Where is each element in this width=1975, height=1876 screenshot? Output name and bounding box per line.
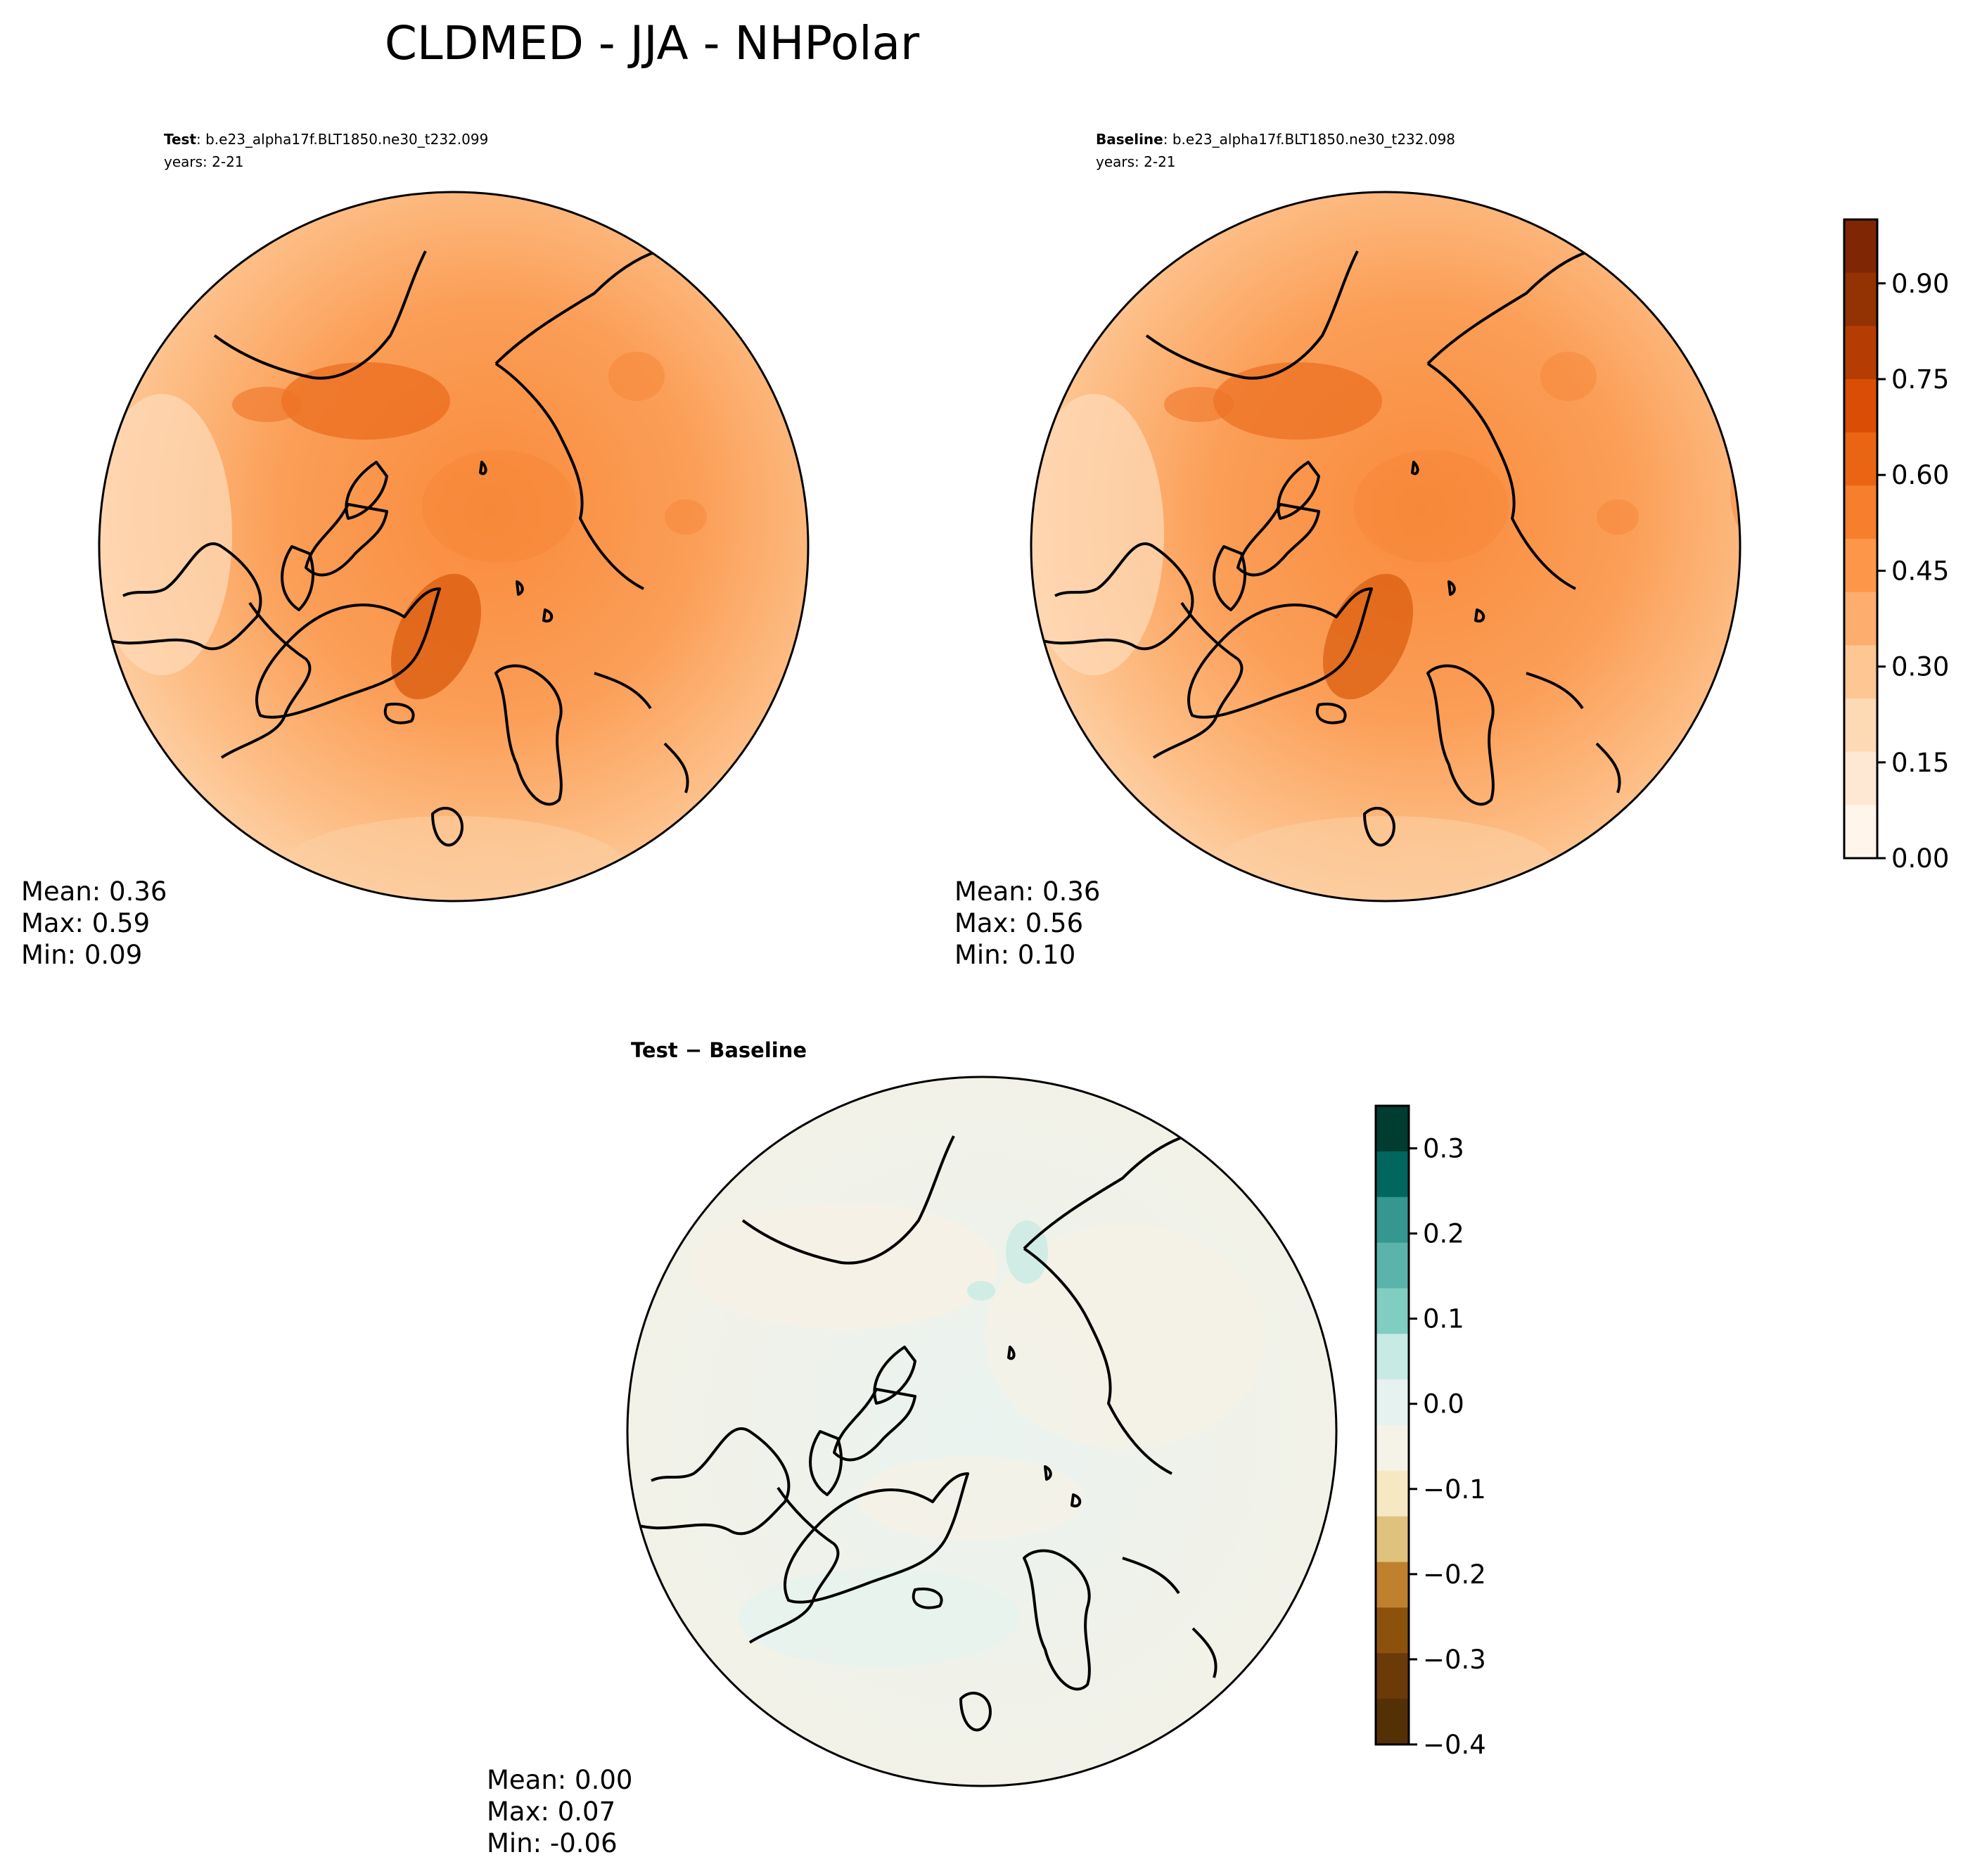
- main-colorbar: 0.00 0.15 0.30 0.45 0.60 0.75 0.90: [1843, 218, 1949, 874]
- test-map-boundary: [98, 191, 810, 902]
- difference-label: Test − Baseline: [631, 1038, 807, 1062]
- difference-colorbar-swatch: [1376, 1562, 1409, 1609]
- difference-panel: Test − Baseline Mean: 0.00 Max: 0.07 Min…: [487, 1038, 1338, 1858]
- baseline-case-name: : b.e23_alpha17f.BLT1850.ne30_t232.098: [1163, 131, 1455, 148]
- figure-title: CLDMED - JJA - NHPolar: [385, 16, 920, 70]
- test-mean: Mean: 0.36: [21, 876, 167, 907]
- test-label: Test: [164, 131, 196, 148]
- test-header: Test: b.e23_alpha17f.BLT1850.ne30_t232.0…: [164, 131, 488, 148]
- main-colorbar-swatch: [1844, 326, 1877, 380]
- difference-colorbar-swatch: [1376, 1425, 1409, 1472]
- difference-colorbar-tick-label: −0.2: [1423, 1559, 1486, 1590]
- difference-colorbar-swatch: [1376, 1699, 1409, 1745]
- main-colorbar-swatch: [1844, 379, 1877, 433]
- difference-mean: Mean: 0.00: [487, 1765, 632, 1795]
- difference-colorbar-swatch: [1376, 1607, 1409, 1654]
- baseline-years: years: 2-21: [1096, 153, 1176, 170]
- main-colorbar-tick-label: 0.30: [1891, 652, 1949, 682]
- test-map: [99, 192, 808, 901]
- difference-colorbar-swatch: [1376, 1151, 1409, 1198]
- difference-map-boundary: [626, 1076, 1338, 1787]
- main-colorbar-tick-label: 0.15: [1891, 748, 1949, 778]
- main-colorbar-swatch: [1844, 219, 1877, 274]
- difference-colorbar-swatch: [1376, 1334, 1409, 1380]
- difference-colorbar-swatch: [1376, 1516, 1409, 1563]
- difference-colorbar-swatch: [1376, 1653, 1409, 1699]
- difference-colorbar-swatch: [1376, 1106, 1409, 1152]
- difference-colorbar-swatch: [1376, 1242, 1409, 1289]
- difference-min: Min: -0.06: [487, 1828, 618, 1858]
- difference-colorbar-swatch: [1376, 1379, 1409, 1426]
- difference-max: Max: 0.07: [487, 1797, 615, 1827]
- baseline-header: Baseline: b.e23_alpha17f.BLT1850.ne30_t2…: [1096, 131, 1455, 148]
- main-colorbar-tick-label: 0.00: [1891, 843, 1949, 874]
- baseline-mean: Mean: 0.36: [954, 876, 1100, 907]
- main-colorbar-tick-label: 0.45: [1891, 556, 1949, 586]
- test-panel: Test: b.e23_alpha17f.BLT1850.ne30_t232.0…: [21, 131, 810, 970]
- test-max: Max: 0.59: [21, 908, 150, 938]
- difference-colorbar-tick-label: 0.1: [1423, 1304, 1464, 1334]
- baseline-min: Min: 0.10: [954, 940, 1075, 970]
- baseline-map-boundary: [1030, 191, 1741, 902]
- main-colorbar-swatch: [1844, 272, 1877, 326]
- test-case-name: : b.e23_alpha17f.BLT1850.ne30_t232.099: [196, 131, 488, 148]
- main-colorbar-swatch: [1844, 539, 1877, 593]
- baseline-max: Max: 0.56: [954, 908, 1083, 938]
- main-colorbar-swatch: [1844, 698, 1877, 753]
- main-colorbar-swatch: [1844, 592, 1877, 646]
- main-colorbar-tick-label: 0.60: [1891, 460, 1949, 490]
- difference-colorbar-swatch: [1376, 1197, 1409, 1244]
- baseline-label: Baseline: [1096, 131, 1163, 148]
- baseline-map: [1031, 192, 1740, 901]
- difference-colorbar-tick-label: 0.0: [1423, 1389, 1464, 1419]
- difference-colorbar-frame: [1374, 1104, 1410, 1746]
- main-colorbar-swatch: [1844, 751, 1877, 805]
- main-colorbar-swatch: [1844, 645, 1877, 699]
- difference-colorbar-tick-label: −0.1: [1423, 1474, 1486, 1505]
- difference-colorbar-swatch: [1376, 1288, 1409, 1334]
- test-years: years: 2-21: [164, 153, 244, 170]
- main-colorbar-frame: [1843, 218, 1879, 860]
- baseline-panel: Baseline: b.e23_alpha17f.BLT1850.ne30_t2…: [954, 131, 1741, 970]
- difference-colorbar-tick-label: −0.3: [1423, 1645, 1486, 1675]
- difference-colorbar: 0.3 0.2 0.1 0.0 −0.1 −0.2 −0.3 −0.4: [1374, 1104, 1486, 1760]
- main-colorbar-swatch: [1844, 485, 1877, 540]
- main-colorbar-swatch: [1844, 432, 1877, 486]
- difference-colorbar-tick-label: 0.3: [1423, 1134, 1464, 1164]
- test-min: Min: 0.09: [21, 940, 142, 970]
- main-colorbar-swatch: [1844, 805, 1877, 859]
- main-colorbar-tick-label: 0.90: [1891, 269, 1949, 299]
- difference-map: [627, 1077, 1336, 1786]
- difference-colorbar-swatch: [1376, 1470, 1409, 1517]
- main-colorbar-tick-label: 0.75: [1891, 364, 1949, 395]
- difference-colorbar-tick-label: −0.4: [1423, 1730, 1486, 1760]
- difference-colorbar-tick-label: 0.2: [1423, 1219, 1464, 1249]
